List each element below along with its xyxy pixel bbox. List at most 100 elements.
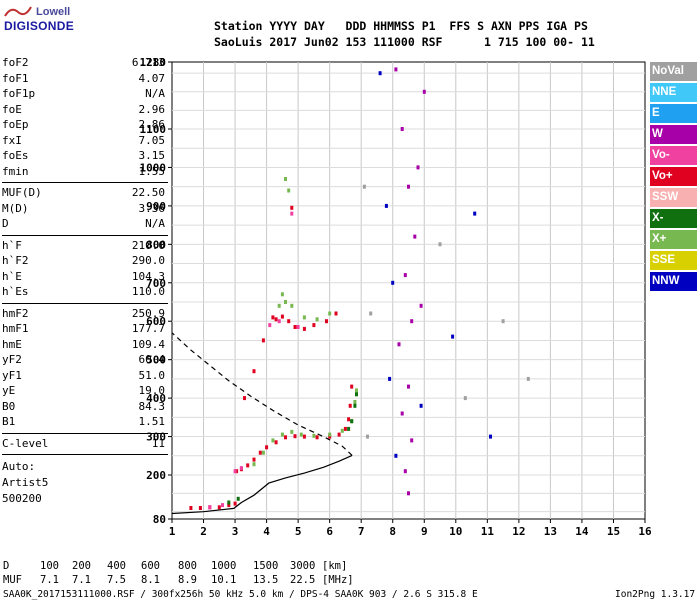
echo-point <box>290 205 294 210</box>
x-tick-label: 8 <box>389 525 396 538</box>
echo-point <box>265 445 269 450</box>
x-tick-label: 9 <box>421 525 428 538</box>
echo-point <box>362 184 366 189</box>
footer-d-value: 1500 <box>253 560 279 572</box>
param-value: 19.0 <box>138 384 166 397</box>
echo-point <box>312 433 316 438</box>
param-row: MUF(D) 22.50 <box>2 186 168 201</box>
param-name: D <box>2 217 9 230</box>
param-name: foF1p <box>2 87 36 100</box>
echo-point <box>261 338 265 343</box>
footer-d-value: 200 <box>72 560 91 572</box>
param-name: fxI <box>2 133 22 147</box>
param-row: hmF2 250.9 <box>2 307 168 322</box>
x-tick-label: 13 <box>544 525 557 538</box>
autoscale-line: Artist5 <box>2 476 49 489</box>
param-name: fmin <box>2 164 29 178</box>
param-value: 1.55 <box>138 164 166 178</box>
param-value: 2.86 <box>138 118 166 131</box>
param-value: 210.0 <box>131 238 165 252</box>
param-row: foEs 3.15 <box>2 149 168 164</box>
param-row: yE 19.0 <box>2 384 168 399</box>
echo-point <box>350 419 354 424</box>
echo-point <box>293 325 297 329</box>
param-value: 109.4 <box>131 337 165 351</box>
echo-point <box>419 403 423 408</box>
profile-dashed-line <box>171 332 353 456</box>
echo-point <box>252 457 256 462</box>
param-value: 2.96 <box>138 102 166 116</box>
echo-point <box>403 469 407 474</box>
footer-d-value: 3000 <box>290 560 316 572</box>
echo-point <box>400 411 404 416</box>
echo-point <box>407 184 410 189</box>
footer-d-value: 100 <box>40 560 59 572</box>
echo-point <box>293 434 297 439</box>
echo-point <box>413 234 417 239</box>
param-value: 7.05 <box>138 133 166 147</box>
echo-point <box>489 434 492 439</box>
footer-d-label: D <box>3 560 10 572</box>
echo-point <box>366 434 369 439</box>
footer-muf-value: 10.1 <box>211 574 237 586</box>
param-row: foE 2.96 <box>2 103 168 118</box>
header-line-1: Station YYYY DAY DDD HHMMSS P1 FFS S AXN… <box>214 19 588 33</box>
param-value: N/A <box>145 217 165 230</box>
x-tick-label: 10 <box>449 525 462 538</box>
footer-d-value: 800 <box>178 560 197 572</box>
echo-point <box>221 503 224 508</box>
echo-point <box>328 432 332 437</box>
echo-point <box>296 325 300 329</box>
echo-point <box>280 314 284 319</box>
echo-point <box>473 211 477 216</box>
footer-muf-value: 7.1 <box>72 574 91 586</box>
echo-point <box>252 369 256 374</box>
echo-point <box>355 392 358 397</box>
echo-point <box>394 67 398 72</box>
param-value: 84.3 <box>138 399 166 413</box>
param-name: foF2 <box>2 56 29 69</box>
echo-point <box>274 440 278 445</box>
legend-item: Vo+ <box>650 167 697 186</box>
digisonde-logo-icon <box>4 6 32 17</box>
echo-point <box>369 311 373 316</box>
param-row: h`Es 110.0 <box>2 285 168 300</box>
param-value: 51.0 <box>138 368 166 382</box>
footer-d-value: 1000 <box>211 560 237 572</box>
footer-muf-value: 13.5 <box>253 574 279 586</box>
footer-muf-value: 22.5 <box>290 574 316 586</box>
echo-point <box>284 300 287 304</box>
echo-point <box>280 292 284 297</box>
x-tick-label: 2 <box>200 525 207 538</box>
param-value: 4.07 <box>138 71 166 85</box>
param-row: D N/A <box>2 217 168 232</box>
param-name: MUF(D) <box>2 186 42 199</box>
echo-point <box>397 342 401 347</box>
legend-item: NNW <box>650 272 697 291</box>
param-name: h`Es <box>2 285 29 298</box>
param-separator <box>2 234 168 236</box>
echo-point <box>343 426 347 431</box>
param-name: hmE <box>2 337 22 351</box>
param-name: hmF2 <box>2 306 29 320</box>
param-name: foEs <box>2 149 29 162</box>
echo-point <box>302 326 306 331</box>
footer-file-info: SAA0K_2017153111000.RSF / 300fx256h 50 k… <box>3 589 478 600</box>
param-name: yF2 <box>2 353 22 366</box>
x-tick-label: 1 <box>169 525 176 538</box>
param-name: h`E <box>2 269 22 283</box>
echo-point <box>246 463 250 468</box>
echo-point <box>463 396 467 401</box>
legend-item: X- <box>650 209 697 228</box>
echo-point <box>337 432 341 437</box>
param-name: h`F <box>2 238 22 252</box>
legend-item: W <box>650 125 697 144</box>
echo-point <box>422 89 426 94</box>
echo-point <box>290 303 294 308</box>
legend-item: X+ <box>650 230 697 249</box>
echo-point <box>284 435 287 440</box>
echo-point <box>348 403 352 408</box>
param-separator <box>2 454 168 455</box>
param-value: 290.0 <box>131 254 165 267</box>
echo-point <box>353 403 357 408</box>
